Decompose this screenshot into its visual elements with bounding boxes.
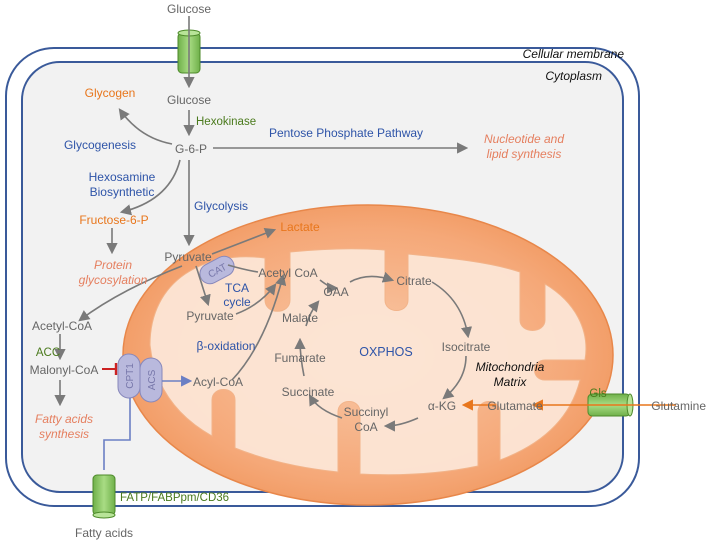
succinate: Succinate bbox=[282, 385, 335, 399]
tca-line1: TCA bbox=[225, 281, 249, 295]
hexokinase-label: Hexokinase bbox=[196, 116, 256, 128]
glutamine: Glutamine bbox=[651, 399, 706, 413]
isocitrate: Isocitrate bbox=[442, 340, 491, 354]
nucleotide-line2: lipid synthesis bbox=[487, 147, 562, 161]
pyruvate-mitochondria: Pyruvate bbox=[186, 309, 234, 323]
succinyl-line2: CoA bbox=[354, 420, 377, 434]
malate: Malate bbox=[282, 311, 318, 325]
membrane-label: Cellular membrane bbox=[523, 47, 625, 61]
glycolysis-label: Glycolysis bbox=[194, 199, 248, 213]
fatp-label: FATP/FABPpm/CD36 bbox=[120, 492, 229, 504]
glucose-intracellular: Glucose bbox=[167, 93, 211, 107]
beta-oxidation-label: β-oxidation bbox=[197, 339, 256, 353]
fatty-synthesis-line2: synthesis bbox=[39, 427, 89, 441]
acetyl-coa-mitochondria: Acetyl CoA bbox=[258, 266, 317, 280]
matrix-label: Matrix bbox=[494, 375, 528, 389]
lactate: Lactate bbox=[280, 220, 320, 234]
glutamate: Glutamate bbox=[487, 399, 543, 413]
pyruvate-cytoplasm: Pyruvate bbox=[164, 250, 212, 264]
mitochondria-label: Mitochondria bbox=[476, 360, 545, 374]
cytoplasm-label: Cytoplasm bbox=[545, 69, 602, 83]
acetyl-coa-cytoplasm: Acetyl-CoA bbox=[32, 319, 92, 333]
oxphos-label: OXPHOS bbox=[359, 345, 413, 359]
gls-label: Gls bbox=[589, 388, 607, 400]
g6p: G-6-P bbox=[175, 142, 207, 156]
fatty-acid-channel bbox=[93, 475, 115, 518]
alpha-kg: α-KG bbox=[428, 399, 456, 413]
succinyl-line1: Succinyl bbox=[344, 405, 389, 419]
fatty-synthesis-line1: Fatty acids bbox=[35, 412, 93, 426]
cpt1-label: CPT1 bbox=[125, 363, 136, 389]
acc-label: ACC bbox=[36, 347, 60, 359]
malonyl-coa: Malonyl-CoA bbox=[30, 363, 99, 377]
protein-line2: glycosylation bbox=[79, 273, 148, 287]
nucleotide-line1: Nucleotide and bbox=[484, 132, 564, 146]
fumarate: Fumarate bbox=[274, 351, 326, 365]
glycogen: Glycogen bbox=[85, 86, 136, 100]
tca-line2: cycle bbox=[223, 295, 251, 309]
hexosamine-line2: Biosynthetic bbox=[90, 185, 155, 199]
oaa: OAA bbox=[323, 285, 348, 299]
fructose-6-p: Fructose-6-P bbox=[79, 213, 148, 227]
fatty-acids: Fatty acids bbox=[75, 526, 133, 540]
ppp-label: Pentose Phosphate Pathway bbox=[269, 126, 423, 140]
glycogenesis-label: Glycogenesis bbox=[64, 138, 136, 152]
hexosamine-line1: Hexosamine bbox=[89, 170, 156, 184]
citrate: Citrate bbox=[396, 274, 432, 288]
acyl-coa: Acyl-CoA bbox=[193, 375, 243, 389]
acs-label: ACS bbox=[147, 369, 158, 390]
protein-line1: Protein bbox=[94, 258, 132, 272]
glucose-extracellular: Glucose bbox=[167, 2, 211, 16]
